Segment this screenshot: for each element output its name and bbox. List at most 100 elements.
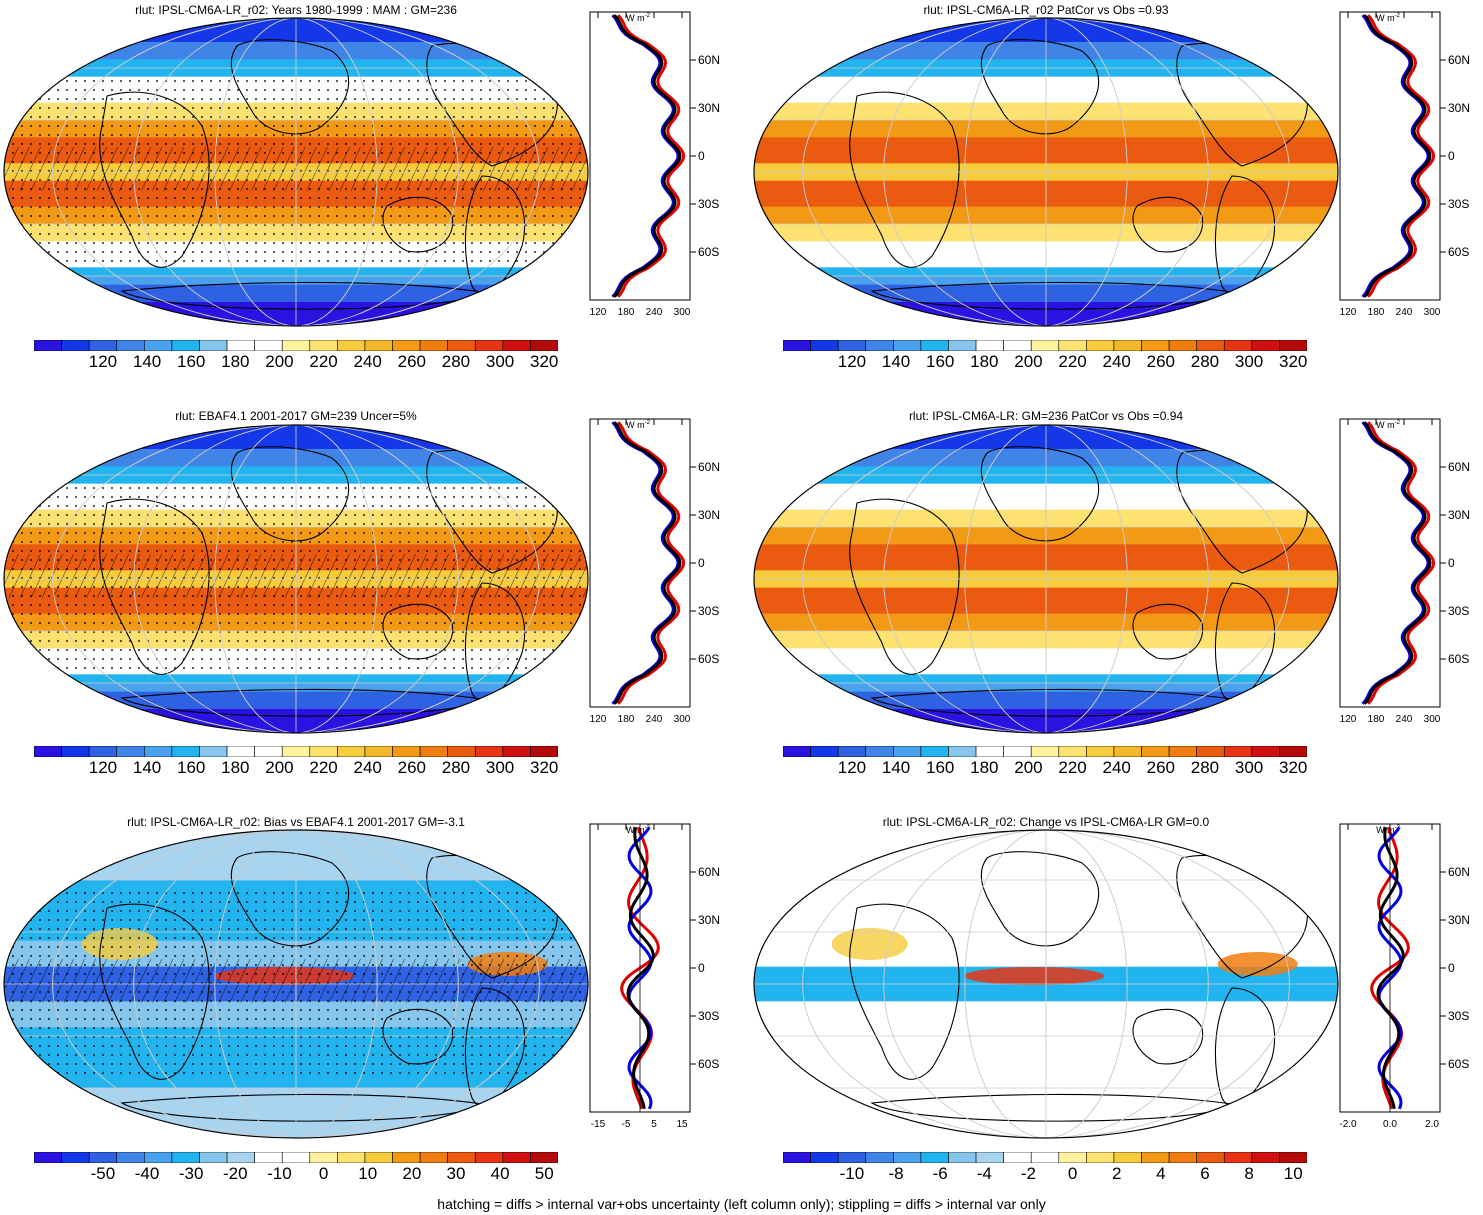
graticule-lon bbox=[52, 425, 540, 733]
colorbar-label: 240 bbox=[353, 758, 382, 777]
colorbar-swatch bbox=[975, 746, 1004, 757]
colorbar-swatch bbox=[419, 746, 448, 757]
colorbar-swatch bbox=[281, 1152, 311, 1163]
colorbar-label: 300 bbox=[485, 758, 515, 777]
profile-units: W m-2 bbox=[1376, 13, 1400, 23]
lat-tick-label: 0 bbox=[1448, 961, 1455, 975]
colorbar-swatch bbox=[865, 746, 894, 757]
lat-tick-label: 60S bbox=[1448, 1057, 1469, 1071]
lat-tick-label: 30S bbox=[1448, 1009, 1469, 1023]
lat-tick-label: 60S bbox=[1448, 245, 1469, 259]
colorbar-swatch bbox=[893, 1152, 922, 1163]
colorbar-swatch bbox=[865, 1152, 894, 1163]
graticule-lon bbox=[883, 18, 1209, 326]
colorbar-swatch bbox=[1030, 340, 1060, 351]
lat-tick-label: 60S bbox=[698, 1057, 719, 1071]
lat-tick-label: 0 bbox=[698, 556, 705, 570]
colorbar-label: 280 bbox=[441, 758, 471, 777]
coastline bbox=[99, 903, 210, 1080]
lat-tick-label: 30N bbox=[698, 508, 720, 522]
profile-xtick-label: 240 bbox=[646, 307, 663, 318]
colorbar-label: 260 bbox=[397, 352, 427, 371]
colorbar-swatch bbox=[810, 340, 839, 351]
colorbar-swatch bbox=[88, 340, 118, 351]
colorbar-label: 4 bbox=[1156, 1164, 1166, 1183]
colorbar-swatch bbox=[502, 1152, 531, 1163]
colorbar-swatch bbox=[837, 1152, 867, 1163]
colorbar-label: 280 bbox=[441, 352, 471, 371]
colorbar-swatch bbox=[1086, 1152, 1115, 1163]
colorbar-swatch bbox=[1251, 340, 1280, 351]
colorbar-swatch bbox=[1279, 746, 1307, 757]
profile-xtick-label: 120 bbox=[590, 714, 607, 725]
colorbar-swatch bbox=[61, 746, 90, 757]
colorbar bbox=[34, 1152, 558, 1163]
colorbar-swatch bbox=[116, 340, 145, 351]
graticule-lon bbox=[214, 425, 378, 733]
map-outline bbox=[3, 17, 589, 327]
colorbar-label: 120 bbox=[837, 352, 867, 371]
obs-profile-line bbox=[1366, 421, 1436, 705]
colorbar-label: 160 bbox=[177, 352, 206, 371]
colorbar-label: 200 bbox=[265, 352, 294, 371]
lat-tick-label: 30N bbox=[698, 913, 720, 927]
graticule-lon bbox=[883, 425, 1209, 733]
colorbar-swatch bbox=[226, 340, 255, 351]
profile-frame bbox=[1339, 418, 1441, 708]
world-map bbox=[753, 829, 1339, 1139]
graticule-lon bbox=[214, 830, 378, 1138]
colorbar-swatch bbox=[419, 1152, 448, 1163]
lat-tick-label: 0 bbox=[698, 961, 705, 975]
colorbar-swatch bbox=[1141, 340, 1170, 351]
coastline bbox=[1132, 603, 1204, 660]
colorbar-label: 280 bbox=[1190, 758, 1220, 777]
graticule-lon bbox=[964, 425, 1128, 733]
colorbar-swatch bbox=[837, 340, 867, 351]
lat-tick-label: 30S bbox=[1448, 604, 1469, 618]
colorbar-swatch bbox=[893, 340, 922, 351]
reference-profile-line bbox=[626, 826, 655, 1110]
colorbar-label: 2 bbox=[1111, 1164, 1122, 1183]
world-map bbox=[3, 17, 589, 327]
profile-xtick-label: 0.0 bbox=[1383, 1119, 1397, 1130]
colorbar-swatch bbox=[447, 1152, 476, 1163]
lat-tick-label: 60N bbox=[698, 460, 720, 474]
colorbar-label: 8 bbox=[1244, 1164, 1254, 1183]
coastline bbox=[382, 603, 454, 660]
panel-title: rlut: IPSL-CM6A-LR_r02 PatCor vs Obs =0.… bbox=[923, 3, 1169, 17]
colorbar-label: 6 bbox=[1200, 1164, 1210, 1183]
lat-tick-label: 30N bbox=[1448, 913, 1470, 927]
colorbar-label: 220 bbox=[309, 758, 338, 777]
colorbar-swatch bbox=[865, 340, 894, 351]
colorbar-label: 220 bbox=[1058, 758, 1087, 777]
colorbar-swatch bbox=[61, 1152, 90, 1163]
graticule-lon bbox=[802, 425, 1290, 733]
colorbar-swatch bbox=[254, 340, 283, 351]
colorbar-swatch bbox=[893, 746, 922, 757]
colorbar-swatch bbox=[364, 746, 393, 757]
graticule-lon bbox=[133, 18, 459, 326]
colorbar-swatch bbox=[171, 1152, 200, 1163]
colorbar-swatch bbox=[309, 340, 338, 351]
lat-tick-label: 0 bbox=[698, 149, 705, 163]
colorbar-swatch bbox=[144, 340, 173, 351]
reference-profile-line bbox=[613, 14, 682, 298]
coastline bbox=[849, 498, 960, 675]
colorbar-swatch bbox=[281, 746, 311, 757]
colorbar-swatch bbox=[1141, 746, 1170, 757]
graticule-lon bbox=[802, 18, 1290, 326]
colorbar-swatch bbox=[1030, 746, 1060, 757]
colorbar-swatch bbox=[254, 746, 283, 757]
lat-tick-label: 60N bbox=[698, 53, 720, 67]
colorbar-label: -30 bbox=[178, 1164, 204, 1183]
graticule-lon bbox=[883, 830, 1209, 1138]
colorbar-swatch bbox=[530, 340, 558, 351]
obs-profile-line bbox=[616, 421, 686, 705]
lat-tick-label: 0 bbox=[1448, 556, 1455, 570]
colorbar-label: 160 bbox=[177, 758, 206, 777]
lat-tick-label: 60N bbox=[1448, 460, 1470, 474]
profile-units: W m-2 bbox=[626, 420, 650, 430]
colorbar-swatch bbox=[920, 340, 949, 351]
graticule-lon bbox=[133, 830, 459, 1138]
colorbar-swatch bbox=[171, 746, 200, 757]
